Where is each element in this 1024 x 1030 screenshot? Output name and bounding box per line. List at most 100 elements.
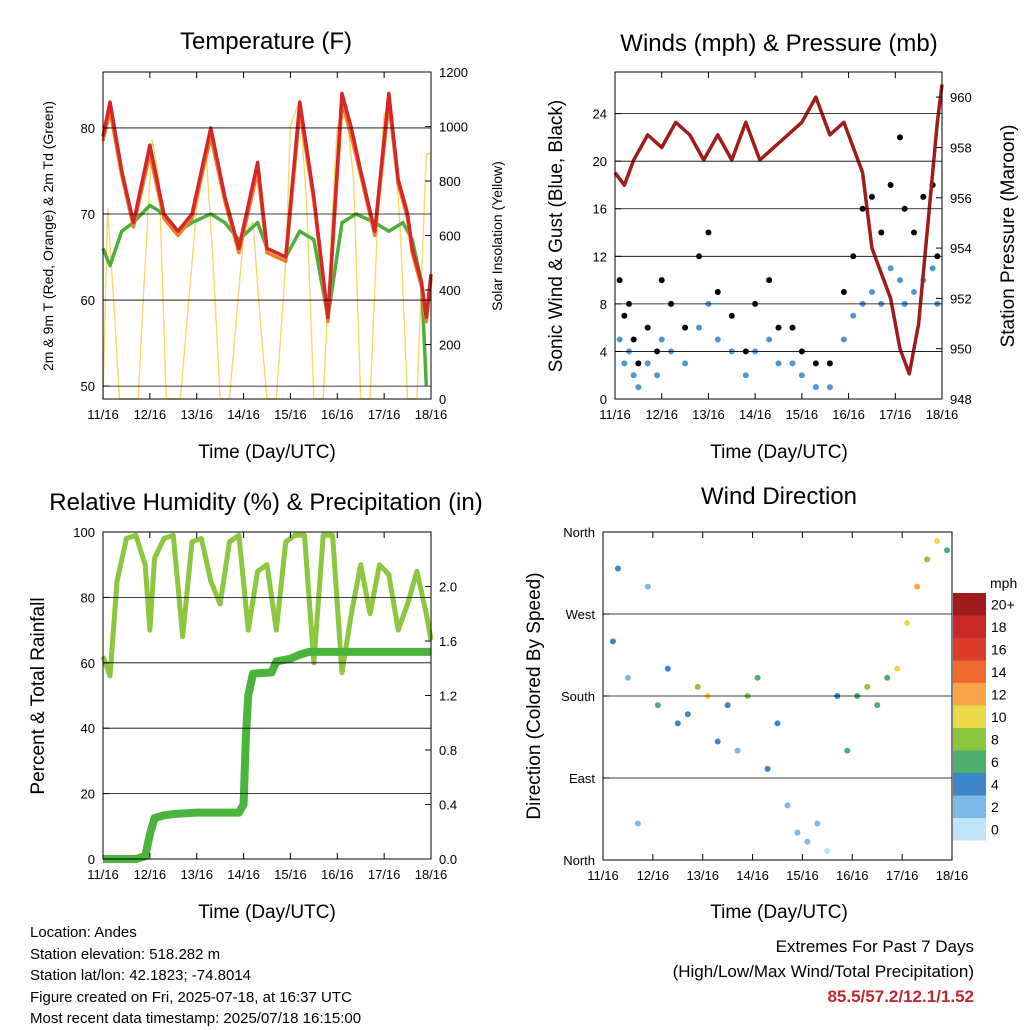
- wind-point: [812, 384, 819, 391]
- temperature-y-axis-label: 2m & 9m T (Red, Orange) & 2m Td (Green): [40, 101, 56, 371]
- gust-point: [887, 181, 894, 188]
- direction-point: [814, 820, 821, 827]
- y-tick-label: West: [566, 607, 596, 622]
- gust-point: [635, 360, 642, 367]
- x-tick-label: 11/16: [587, 868, 619, 883]
- precip-line: [103, 647, 431, 863]
- direction-point: [664, 665, 671, 672]
- wind-point: [850, 312, 857, 319]
- winds-y2-axis-label: Station Pressure (Maroon): [998, 125, 1019, 348]
- y-tick-label: 0.0: [439, 852, 457, 867]
- humidity-x-axis-label: Time (Day/UTC): [198, 902, 336, 923]
- direction-point: [694, 683, 701, 690]
- colorbar-label: 14: [991, 664, 1007, 680]
- colorbar-swatch: [953, 705, 986, 728]
- x-tick-label: 17/16: [368, 407, 401, 422]
- x-tick-label: 18/16: [415, 867, 448, 882]
- gust-point: [616, 277, 623, 284]
- y-tick-label: 40: [81, 721, 95, 736]
- wind-point: [635, 384, 642, 391]
- direction-point: [674, 720, 681, 727]
- extremes-values: 85.5/57.2/12.1/1.52: [827, 987, 974, 1006]
- colorbar-swatch: [953, 638, 986, 661]
- y-tick-label: 4: [600, 344, 607, 359]
- gust-point: [789, 324, 796, 331]
- colorbar-swatch: [953, 660, 986, 683]
- wind-point: [742, 372, 749, 379]
- direction-point: [874, 702, 881, 709]
- direction-point: [634, 820, 641, 827]
- direction-point: [894, 665, 901, 672]
- gust-point: [728, 312, 735, 319]
- x-tick-label: 12/16: [637, 868, 670, 883]
- wind-point: [896, 277, 903, 284]
- x-tick-label: 16/16: [836, 868, 869, 883]
- y-tick-label: 0.4: [439, 798, 457, 813]
- y-tick-label: 800: [439, 174, 461, 189]
- temperature-marks: [101, 91, 433, 400]
- y-tick-label: 20: [81, 787, 95, 802]
- colorbar-label: 12: [991, 686, 1007, 702]
- y-tick-label: 60: [81, 656, 95, 671]
- gust-point: [840, 288, 847, 295]
- gust-point: [644, 324, 651, 331]
- y-tick-label: 0: [88, 852, 95, 867]
- y-tick-label: 24: [593, 107, 607, 122]
- y-tick-label: 80: [81, 590, 95, 605]
- direction-point: [914, 583, 921, 590]
- colorbar-swatch: [953, 795, 986, 818]
- x-tick-label: 18/16: [415, 407, 448, 422]
- x-tick-label: 13/16: [692, 407, 725, 422]
- x-tick-label: 16/16: [832, 407, 865, 422]
- direction-point: [644, 583, 651, 590]
- y-tick-label: 70: [81, 207, 95, 222]
- y-tick-label: 50: [81, 379, 95, 394]
- colorbar-label: 4: [991, 776, 999, 792]
- y-tick-label: 950: [950, 342, 972, 357]
- gust-point: [910, 229, 917, 236]
- colorbar-label: 16: [991, 641, 1007, 657]
- humidity-marks: [100, 532, 434, 863]
- wind-point: [826, 384, 833, 391]
- colorbar-label: 20+: [991, 596, 1015, 612]
- y-tick-label: South: [561, 689, 595, 704]
- x-tick-label: 11/16: [87, 407, 119, 422]
- x-tick-label: 18/16: [926, 407, 959, 422]
- gust-point: [878, 229, 885, 236]
- pressure-line: [613, 84, 944, 376]
- x-tick-label: 15/16: [274, 407, 307, 422]
- colorbar-swatch: [953, 818, 986, 841]
- wind-point: [696, 324, 703, 331]
- wind-point: [658, 336, 665, 343]
- y-tick-label: 2.0: [439, 580, 457, 595]
- winds-x-axis-label: Time (Day/UTC): [710, 442, 848, 463]
- temperature-chart-title: Temperature (F): [180, 28, 352, 55]
- x-tick-label: 14/16: [227, 867, 260, 882]
- x-tick-label: 14/16: [739, 407, 772, 422]
- winds-pressure-chart: Winds (mph) & Pressure (mb) 11/16 12/16 13…: [546, 30, 1019, 463]
- y-tick-label: 1.6: [439, 634, 457, 649]
- direction-point: [684, 711, 691, 718]
- x-tick-label: 13/16: [180, 407, 213, 422]
- direction-point: [864, 683, 871, 690]
- wind-point: [775, 360, 782, 367]
- x-tick-label: 15/16: [786, 868, 819, 883]
- wind-direction-x-axis-label: Time (Day/UTC): [710, 902, 848, 923]
- direction-point: [924, 556, 931, 563]
- wind-direction-y-axis-label: Direction (Colored By Speed): [524, 572, 545, 819]
- colorbar-label: 18: [991, 619, 1007, 635]
- y-tick-label: 948: [950, 392, 972, 407]
- location-text: Location: Andes: [30, 924, 137, 941]
- rh-line: [100, 532, 434, 679]
- y-tick-label: 600: [439, 229, 461, 244]
- extremes-block: Extremes For Past 7 Days (High/Low/Max W…: [673, 934, 974, 1009]
- y-tick-label: 20: [593, 154, 607, 169]
- direction-point: [754, 674, 761, 681]
- temp-2m-line: [101, 91, 433, 319]
- colorbar-label: 8: [991, 731, 999, 747]
- direction-point: [734, 747, 741, 754]
- gust-point: [714, 288, 721, 295]
- gust-point: [766, 277, 773, 284]
- wind-point: [910, 288, 917, 295]
- humidity-chart-title: Relative Humidity (%) & Precipitation (i…: [49, 489, 482, 516]
